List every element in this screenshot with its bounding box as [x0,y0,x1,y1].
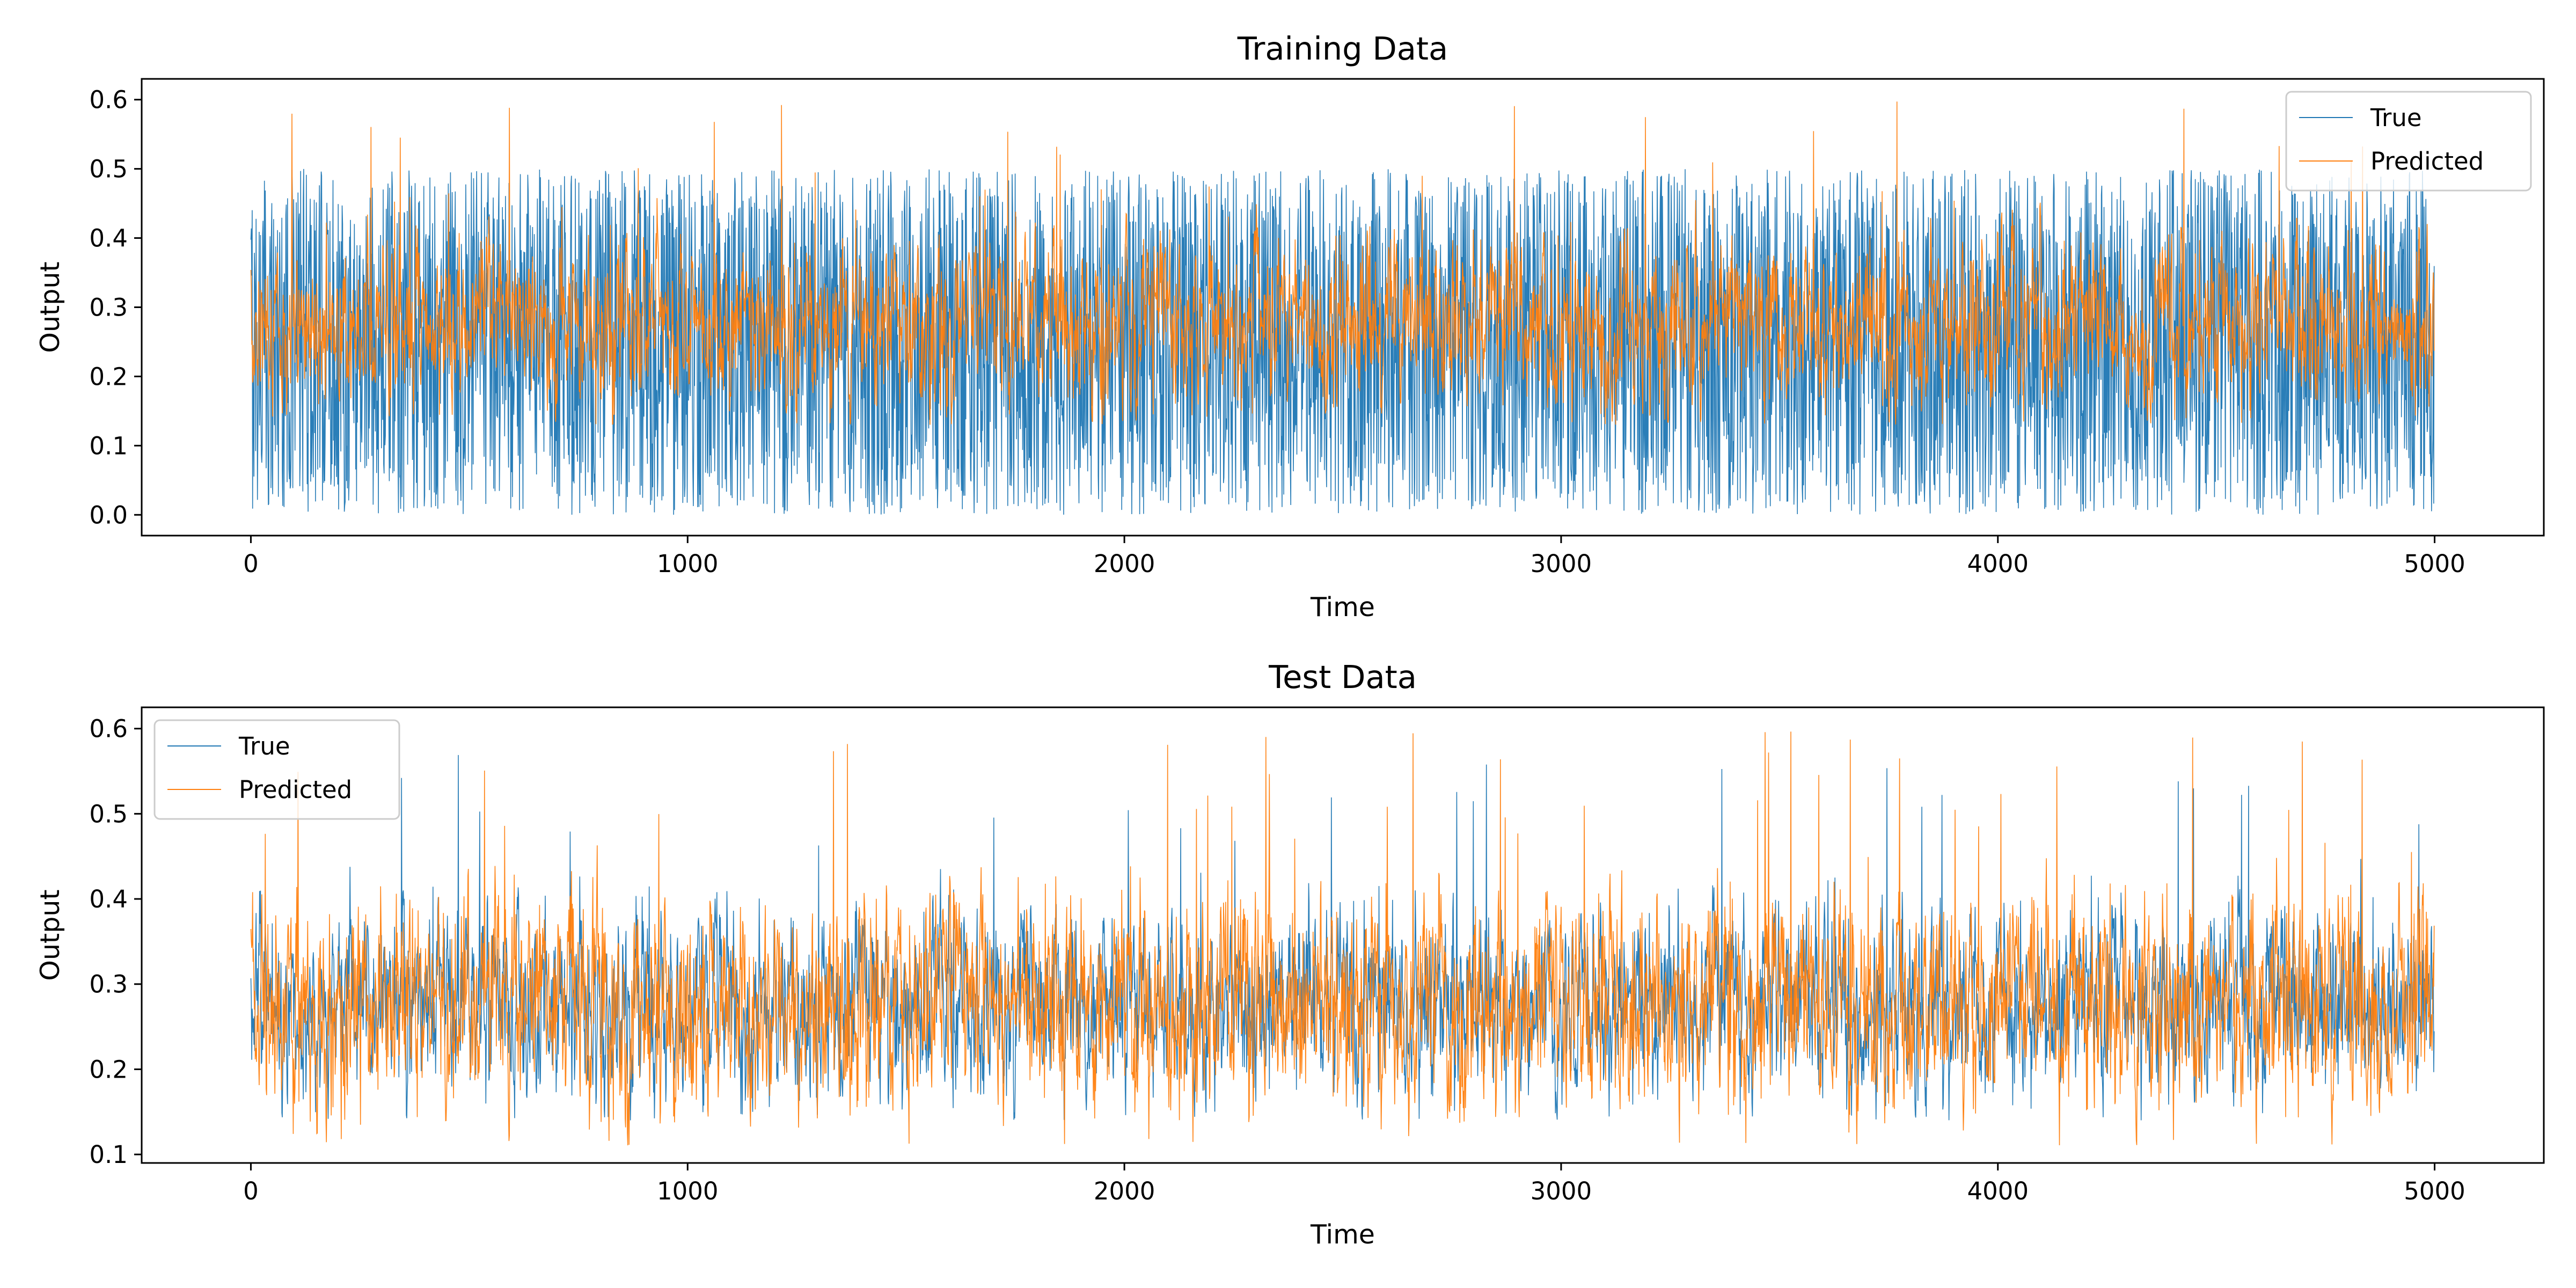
legend-label-true: True [2370,104,2422,132]
chart-title: Training Data [1237,30,1448,67]
legend-label-predicted: Predicted [239,775,352,804]
legend-label-true: True [238,732,290,760]
x-axis-label: Time [1310,1219,1375,1250]
legend-label-predicted: Predicted [2370,147,2484,175]
y-tick-label: 0.4 [89,224,128,253]
x-axis-label: Time [1310,592,1375,623]
y-tick-label: 0.3 [89,294,128,322]
plot-frame [141,706,2545,1164]
x-tick-label: 3000 [1531,1177,1592,1205]
y-tick-label: 0.1 [89,431,128,460]
x-tick-label: 2000 [1094,1177,1155,1205]
series-line-predicted [250,101,2435,425]
x-tick-label: 4000 [1967,1177,2029,1205]
chart-1: 0 1000 2000 3000 4000 5000 0.0 0.1 0.2 0.3 0.4 0.5 0… [35,30,2545,623]
y-tick-label: 0.2 [89,362,128,391]
y-tick-label: 0.6 [89,715,128,743]
series-line-predicted [250,731,2435,1146]
y-axis-label: Output [35,261,65,353]
legend-box [153,719,400,820]
y-tick-label: 0.0 [89,501,128,529]
y-tick-label: 0.2 [89,1055,128,1084]
y-tick-label: 0.6 [89,86,128,114]
y-tick-label: 0.1 [89,1140,128,1169]
x-tick-label: 1000 [657,1177,719,1205]
x-tick-label: 0 [243,550,259,578]
y-axis-label: Output [35,889,65,980]
legend: True Predicted [153,719,400,820]
x-tick-label: 5000 [2404,1177,2465,1205]
x-tick-label: 4000 [1967,550,2029,578]
y-tick-label: 0.3 [89,970,128,999]
x-tick-label: 5000 [2404,550,2465,578]
x-tick-label: 0 [243,1177,259,1205]
x-tick-label: 3000 [1531,550,1592,578]
x-tick-label: 2000 [1094,550,1155,578]
legend-box [2285,91,2532,192]
chart-title: Test Data [1268,658,1417,696]
x-tick-label: 1000 [657,550,719,578]
y-tick-label: 0.5 [89,155,128,184]
legend: True Predicted [2285,91,2532,192]
y-tick-label: 0.4 [89,885,128,913]
chart-2: 0 1000 2000 3000 4000 5000 0.1 0.2 0.3 0.4 0.5 0.6 T… [35,658,2545,1250]
y-tick-label: 0.5 [89,800,128,828]
